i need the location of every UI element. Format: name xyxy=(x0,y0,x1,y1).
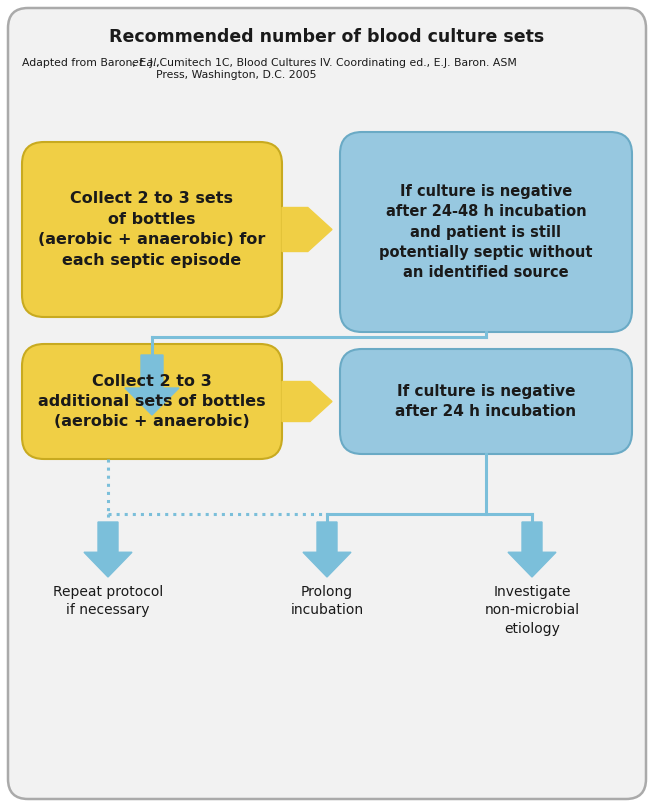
Text: et al.: et al. xyxy=(133,58,160,68)
Text: Cumitech 1C, Blood Cultures IV. Coordinating ed., E.J. Baron. ASM
Press, Washing: Cumitech 1C, Blood Cultures IV. Coordina… xyxy=(156,58,517,80)
FancyBboxPatch shape xyxy=(22,344,282,459)
Polygon shape xyxy=(508,522,556,577)
Polygon shape xyxy=(282,207,332,252)
Text: If culture is negative
after 24 h incubation: If culture is negative after 24 h incuba… xyxy=(396,384,577,419)
Polygon shape xyxy=(303,522,351,577)
FancyBboxPatch shape xyxy=(340,132,632,332)
Text: Recommended number of blood culture sets: Recommended number of blood culture sets xyxy=(109,28,545,46)
Text: Investigate
non-microbial
etiology: Investigate non-microbial etiology xyxy=(485,585,579,636)
Text: Repeat protocol
if necessary: Repeat protocol if necessary xyxy=(53,585,163,617)
Polygon shape xyxy=(282,382,332,421)
Polygon shape xyxy=(125,355,179,415)
Text: If culture is negative
after 24-48 h incubation
and patient is still
potentially: If culture is negative after 24-48 h inc… xyxy=(379,184,593,280)
Polygon shape xyxy=(84,522,132,577)
Text: Adapted from Baron, E.J.,: Adapted from Baron, E.J., xyxy=(22,58,164,68)
FancyBboxPatch shape xyxy=(22,142,282,317)
Text: Collect 2 to 3 sets
of bottles
(aerobic + anaerobic) for
each septic episode: Collect 2 to 3 sets of bottles (aerobic … xyxy=(39,191,266,268)
FancyBboxPatch shape xyxy=(8,8,646,799)
Text: Collect 2 to 3
additional sets of bottles
(aerobic + anaerobic): Collect 2 to 3 additional sets of bottle… xyxy=(38,374,266,429)
Text: Prolong
incubation: Prolong incubation xyxy=(290,585,364,617)
FancyBboxPatch shape xyxy=(340,349,632,454)
